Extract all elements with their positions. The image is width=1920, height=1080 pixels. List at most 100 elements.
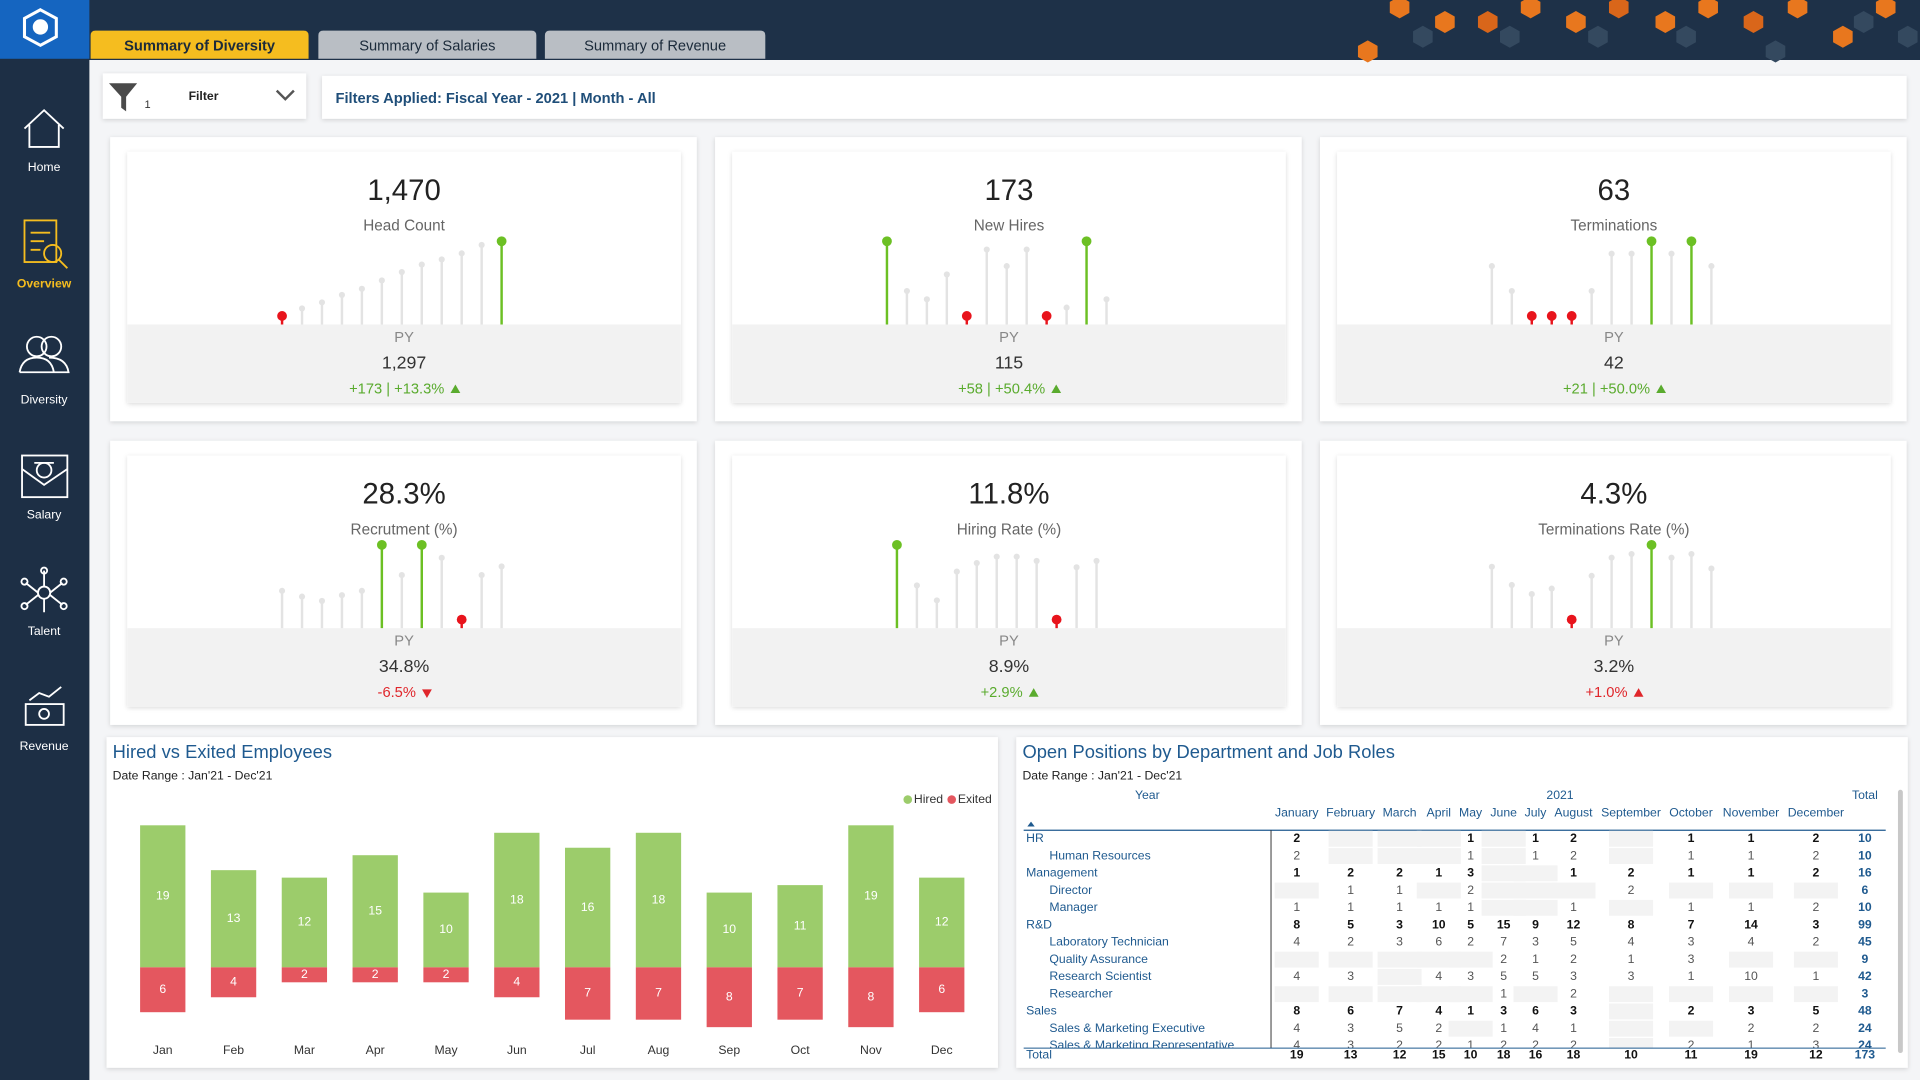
bar-value-label: 13 xyxy=(227,911,241,925)
filter-icon xyxy=(108,83,138,112)
row-total: 42 xyxy=(1858,969,1872,983)
empty-cell xyxy=(1668,882,1714,899)
spark-dot xyxy=(279,587,286,594)
spark-dot xyxy=(1548,585,1555,592)
empty-cell xyxy=(1274,882,1319,899)
talent-icon-node xyxy=(59,602,68,611)
cell-value: 5 xyxy=(1813,1004,1820,1018)
nav-item[interactable]: Revenue xyxy=(20,686,69,753)
bar-value-label: 19 xyxy=(156,889,170,903)
cell-value: 1 xyxy=(1467,1004,1474,1018)
cell-value: 15 xyxy=(1497,917,1511,931)
spark-dot xyxy=(358,587,365,594)
tab[interactable] xyxy=(544,30,766,59)
tab[interactable] xyxy=(318,30,537,59)
sort-indicator[interactable] xyxy=(1027,821,1035,827)
nav-item[interactable]: Home xyxy=(23,108,65,174)
bar xyxy=(494,832,540,968)
bar-value-label: 15 xyxy=(368,904,382,918)
spark-dot xyxy=(1588,287,1595,295)
bar xyxy=(919,967,965,1013)
table-panel xyxy=(1016,737,1908,1068)
cell-value: 3 xyxy=(1347,1038,1354,1052)
tab-label: Summary of Diversity xyxy=(124,38,276,54)
spark-dot xyxy=(318,597,326,604)
cell-value: 1 xyxy=(1748,866,1755,880)
empty-cell xyxy=(1274,986,1319,1003)
sidebar xyxy=(0,0,90,1080)
hired-exited-chart: 19 13 12 15 10 18 16 18 10 11 19 12 6 4 2 2 2 4 7 7 8 7 8 6 Jan F… xyxy=(140,792,992,1057)
kpi-value: 1,470 xyxy=(367,174,441,207)
column-header: August xyxy=(1554,805,1593,819)
cell-value: 1 xyxy=(1293,900,1300,914)
cell-value: 2 xyxy=(1467,883,1474,897)
scrollbar[interactable] xyxy=(1897,789,1903,1054)
spark-dot xyxy=(993,553,1000,560)
kpi-cards: 1,470 Head Count PY 1,297 +173 | +13.3% 173 Ne… xyxy=(110,137,1907,725)
bar-value-label: 7 xyxy=(584,986,591,1000)
bar xyxy=(140,825,186,968)
cell-value: 5 xyxy=(1467,917,1474,931)
tab[interactable] xyxy=(90,30,309,59)
kpi-arrow xyxy=(1028,688,1039,697)
nav-item[interactable]: Overview xyxy=(17,219,72,290)
x-tick-label: May xyxy=(434,1043,458,1057)
empty-cell xyxy=(1377,986,1422,1003)
filter-box[interactable] xyxy=(102,73,307,119)
kpi-py-value: 34.8% xyxy=(379,656,430,676)
filters-applied: Filters Applied: Fiscal Year - 2021 | Mo… xyxy=(336,91,656,107)
empty-cell xyxy=(1793,951,1838,968)
nav-item[interactable]: Salary xyxy=(21,454,69,522)
nav-item[interactable]: Diversity xyxy=(18,335,70,407)
nav-label: Home xyxy=(28,160,61,174)
cell-value: 4 xyxy=(1435,969,1442,983)
cell-value: 1 xyxy=(1748,900,1755,914)
row-total: 48 xyxy=(1858,1004,1872,1018)
spark-dot xyxy=(1646,236,1657,247)
legend-swatch xyxy=(947,795,956,804)
empty-cell xyxy=(1793,882,1838,899)
spark-dot xyxy=(298,593,306,600)
empty-cell xyxy=(1513,882,1558,899)
empty-cell xyxy=(1274,951,1319,968)
cell-value: 12 xyxy=(1567,917,1581,931)
kpi-py-value: 115 xyxy=(995,352,1023,372)
spark-dot xyxy=(892,540,902,550)
x-tick-label: Jul xyxy=(580,1043,596,1057)
filter-chevron[interactable] xyxy=(275,89,295,101)
cell-value: 4 xyxy=(1748,935,1755,949)
spark-dot xyxy=(913,582,920,589)
x-tick-label: Dec xyxy=(931,1043,953,1057)
row-total: 24 xyxy=(1858,1021,1872,1035)
spark-dot xyxy=(1051,614,1062,625)
talent-icon-node xyxy=(59,577,68,586)
cell-value: 2 xyxy=(1570,831,1577,845)
empty-cell xyxy=(1793,986,1838,1003)
nav-item[interactable]: Talent xyxy=(20,566,68,639)
cell-value: 4 xyxy=(1293,1038,1300,1052)
bar-value-label: 18 xyxy=(652,892,666,906)
cell-value: 3 xyxy=(1570,969,1577,983)
talent-icon-node xyxy=(20,577,29,586)
row-total: 24 xyxy=(1858,1038,1872,1052)
empty-cell xyxy=(1377,830,1422,847)
row-label: Quality Assurance xyxy=(1049,952,1148,966)
kpi-py-value: 3.2% xyxy=(1594,656,1635,676)
cell-value: 1 xyxy=(1396,883,1403,897)
spark-dot xyxy=(1526,311,1537,321)
table-year: 2021 xyxy=(1546,788,1573,802)
cell-value: 2 xyxy=(1628,883,1635,897)
spark-dot xyxy=(498,563,505,570)
spark-dot xyxy=(933,597,940,604)
cell-value: 1 xyxy=(1688,848,1695,862)
cell-value: 1 xyxy=(1748,848,1755,862)
bar-value-label: 16 xyxy=(581,900,595,914)
cell-value: 2 xyxy=(1570,848,1577,862)
cell-value: 5 xyxy=(1396,1021,1403,1035)
spark-dot xyxy=(1628,550,1635,558)
cell-value: 6 xyxy=(1532,1004,1539,1018)
x-tick-label: Mar xyxy=(294,1043,315,1057)
revenue-icon xyxy=(24,703,65,726)
row-label: Manager xyxy=(1049,900,1097,914)
